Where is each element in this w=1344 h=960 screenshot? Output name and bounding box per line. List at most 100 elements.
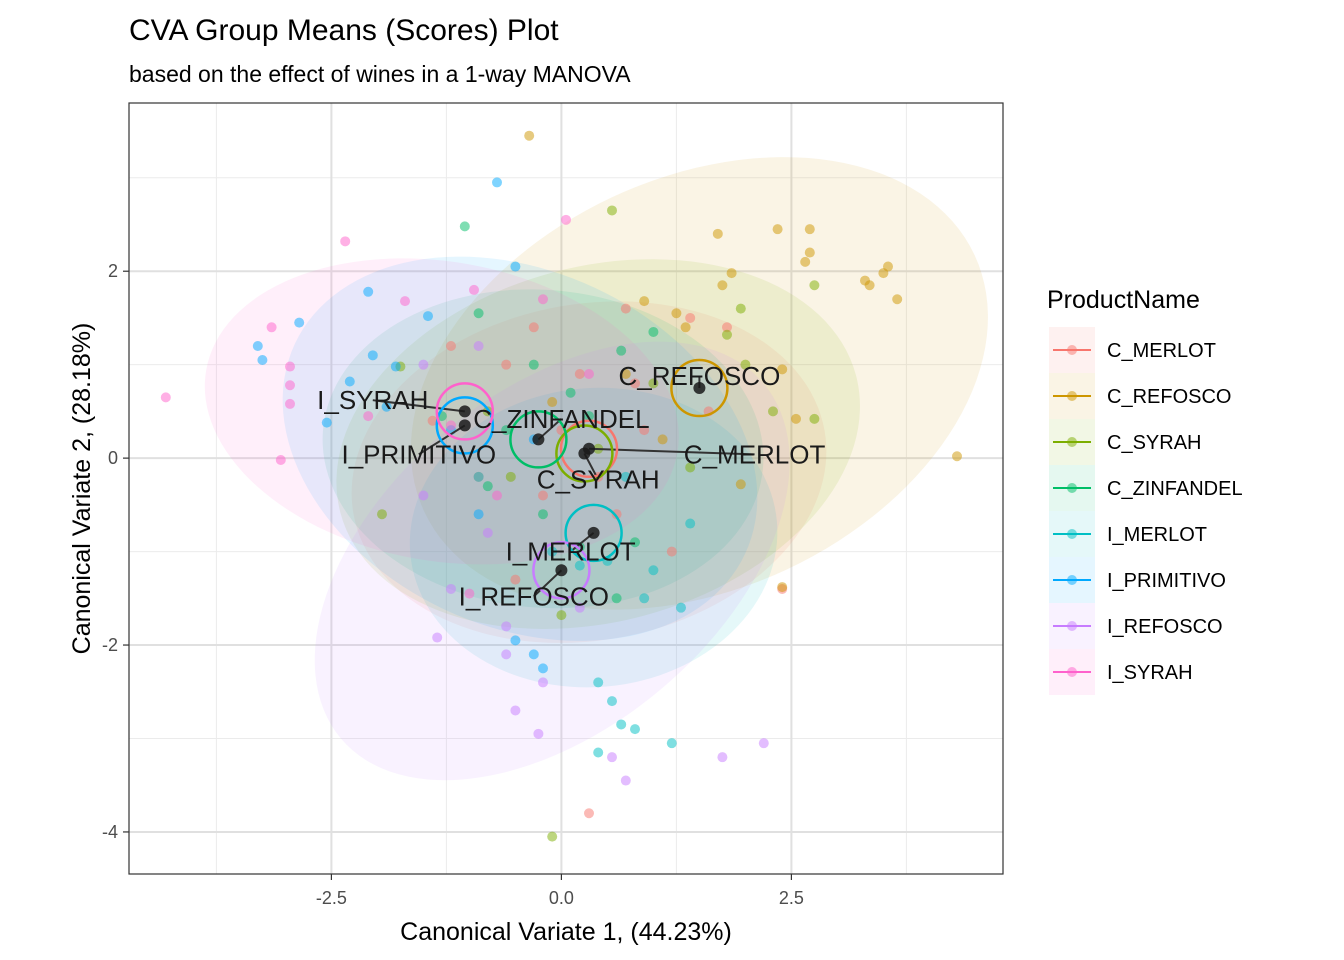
point-i-syrah — [446, 420, 456, 431]
group-mean-circles — [435, 358, 729, 600]
legend-key-point — [1067, 667, 1077, 677]
point-i-refosco — [432, 632, 443, 643]
point-i-primitivo — [257, 355, 268, 365]
point-c-merlot — [501, 359, 512, 370]
point-i-merlot — [630, 724, 640, 735]
point-c-syrah — [722, 329, 732, 340]
point-c-merlot — [639, 425, 650, 436]
point-c-refosco — [726, 268, 737, 279]
plot-panel-background — [129, 103, 1003, 874]
point-c-refosco — [547, 397, 558, 408]
legend-title: ProductName — [1047, 286, 1200, 314]
point-i-merlot — [547, 546, 558, 557]
point-i-primitivo — [510, 635, 521, 646]
point-i-primitivo — [294, 317, 305, 328]
point-c-refosco — [717, 280, 728, 291]
y-tick-label: 0 — [108, 448, 118, 468]
point-c-refosco — [804, 224, 815, 235]
point-c-syrah — [768, 406, 778, 417]
point-c-zinfandel — [630, 537, 640, 548]
point-i-primitivo — [252, 340, 263, 351]
legend-item-i-primitivo: I_PRIMITIVO — [1049, 557, 1226, 603]
point-c-refosco — [772, 224, 783, 235]
mean-label-c-zinfandel: C_ZINFANDEL — [473, 404, 649, 434]
mean-circle-i-refosco — [532, 541, 591, 600]
point-c-zinfandel — [565, 387, 576, 398]
point-c-syrah — [505, 471, 516, 482]
point-c-zinfandel — [616, 345, 627, 356]
legend-label: I_MERLOT — [1107, 524, 1207, 546]
point-i-merlot — [574, 560, 585, 571]
point-c-zinfandel — [528, 359, 539, 370]
point-i-primitivo — [538, 663, 548, 674]
legend-key-point — [1067, 621, 1077, 631]
point-i-refosco — [510, 705, 521, 716]
point-i-syrah — [340, 236, 351, 247]
mean-circle-i-syrah — [435, 382, 495, 441]
point-c-syrah — [809, 280, 820, 291]
legend-key-point — [1067, 345, 1077, 355]
point-c-zinfandel — [648, 326, 659, 337]
point-i-primitivo — [363, 286, 374, 297]
point-i-syrah — [464, 588, 475, 599]
point-c-refosco — [639, 296, 650, 307]
point-i-refosco — [758, 738, 769, 749]
point-c-refosco — [620, 369, 631, 380]
point-c-merlot — [611, 509, 622, 520]
point-c-merlot — [510, 574, 521, 585]
point-c-merlot — [630, 378, 640, 389]
point-c-refosco — [892, 294, 903, 305]
y-tick-label: 2 — [108, 261, 118, 281]
legend-items: C_MERLOT C_REFOSCO C_SYRAH C_ZINFANDEL I_MER… — [1049, 327, 1243, 695]
plot-panel-border — [128, 102, 1004, 875]
legend-label: I_SYRAH — [1107, 662, 1193, 684]
point-c-zinfandel — [482, 481, 493, 492]
mean-label-i-primitivo: I_PRIMITIVO — [342, 439, 497, 469]
chart-title: CVA Group Means (Scores) Plot — [129, 14, 559, 47]
score-points — [160, 130, 962, 842]
legend-label: C_ZINFANDEL — [1107, 478, 1243, 500]
point-c-refosco — [524, 130, 535, 141]
point-i-syrah — [285, 398, 295, 409]
point-i-refosco — [501, 649, 512, 660]
point-i-syrah — [538, 294, 548, 305]
point-i-primitivo — [510, 261, 521, 272]
point-i-primitivo — [381, 401, 392, 412]
point-i-merlot — [620, 471, 631, 482]
point-i-merlot — [593, 747, 604, 758]
point-i-refosco — [533, 728, 544, 739]
mean-label-i-refosco: I_REFOSCO — [459, 581, 609, 611]
point-i-merlot — [607, 696, 617, 707]
point-c-syrah — [547, 831, 558, 842]
point-c-syrah — [377, 509, 387, 520]
point-i-syrah — [400, 296, 410, 307]
point-c-refosco — [804, 247, 815, 258]
point-c-refosco — [735, 479, 746, 490]
mean-circle-c-zinfandel — [509, 410, 568, 469]
point-i-refosco — [620, 775, 631, 786]
point-i-refosco — [538, 677, 548, 688]
point-i-primitivo — [367, 350, 378, 361]
legend-key-point — [1067, 529, 1077, 539]
point-i-merlot — [473, 471, 484, 482]
legend-item-i-merlot: I_MERLOT — [1049, 511, 1207, 557]
mean-dot-c-zinfandel — [532, 433, 545, 446]
legend-label: I_REFOSCO — [1107, 616, 1223, 638]
point-c-merlot — [584, 808, 594, 819]
y-axis-ticks: -4 -2 0 2 — [102, 261, 129, 842]
point-c-refosco — [952, 451, 962, 462]
point-c-refosco — [671, 308, 682, 319]
ellipse-c-zinfandel — [322, 289, 764, 609]
y-tick-label: -2 — [102, 635, 118, 655]
point-c-refosco — [777, 364, 788, 375]
point-c-merlot — [685, 312, 696, 323]
point-i-refosco — [501, 621, 512, 632]
legend-key-point — [1067, 437, 1077, 447]
mean-label-c-syrah: C_SYRAH — [537, 465, 660, 495]
point-i-merlot — [676, 602, 686, 613]
point-c-merlot — [722, 322, 732, 333]
point-i-primitivo — [390, 361, 401, 372]
point-c-syrah — [685, 462, 696, 473]
point-i-refosco — [482, 527, 493, 538]
point-c-zinfandel — [538, 509, 548, 520]
